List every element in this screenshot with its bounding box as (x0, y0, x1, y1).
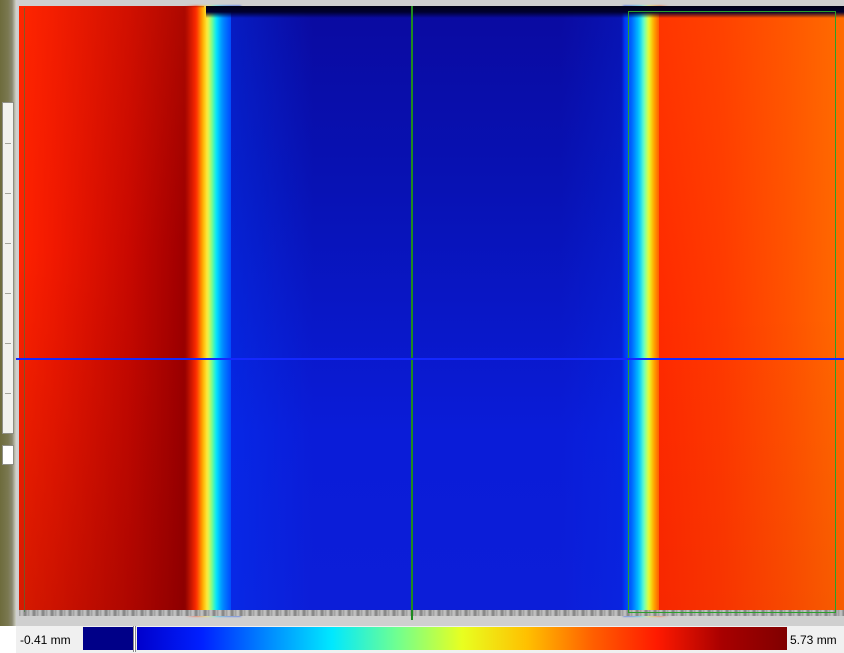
top-edge-dark-strip (206, 6, 844, 18)
side-toolbar-tick (5, 193, 11, 194)
side-toolbar (0, 0, 16, 626)
side-toolbar-tick (5, 343, 11, 344)
left-region-outline (24, 8, 25, 612)
side-toolbar-tick (5, 243, 11, 244)
side-toolbar-box[interactable] (2, 445, 14, 465)
center-low-region (231, 6, 643, 616)
scale-min-swatch (83, 627, 133, 650)
scale-gradient (137, 627, 787, 650)
side-toolbar-tick (5, 393, 11, 394)
left-high-region (19, 6, 204, 616)
side-toolbar-tick (5, 293, 11, 294)
height-map-image (19, 6, 844, 616)
scale-max-label: 5.73 mm (790, 633, 837, 647)
vertical-cursor-line[interactable] (411, 6, 413, 620)
color-scale-bar: -0.41 mm 5.73 mm (16, 626, 844, 653)
scale-slider-handle[interactable] (133, 626, 136, 652)
roi-rectangle[interactable] (628, 11, 836, 613)
bottom-edge-strip (19, 610, 844, 616)
center-shading (231, 6, 643, 616)
side-toolbar-list[interactable] (2, 102, 14, 434)
right-high-region (659, 6, 844, 616)
height-map-canvas[interactable] (16, 0, 844, 626)
horizontal-cursor-line[interactable] (16, 358, 844, 360)
side-toolbar-tick (5, 143, 11, 144)
scale-min-label: -0.41 mm (20, 633, 71, 647)
